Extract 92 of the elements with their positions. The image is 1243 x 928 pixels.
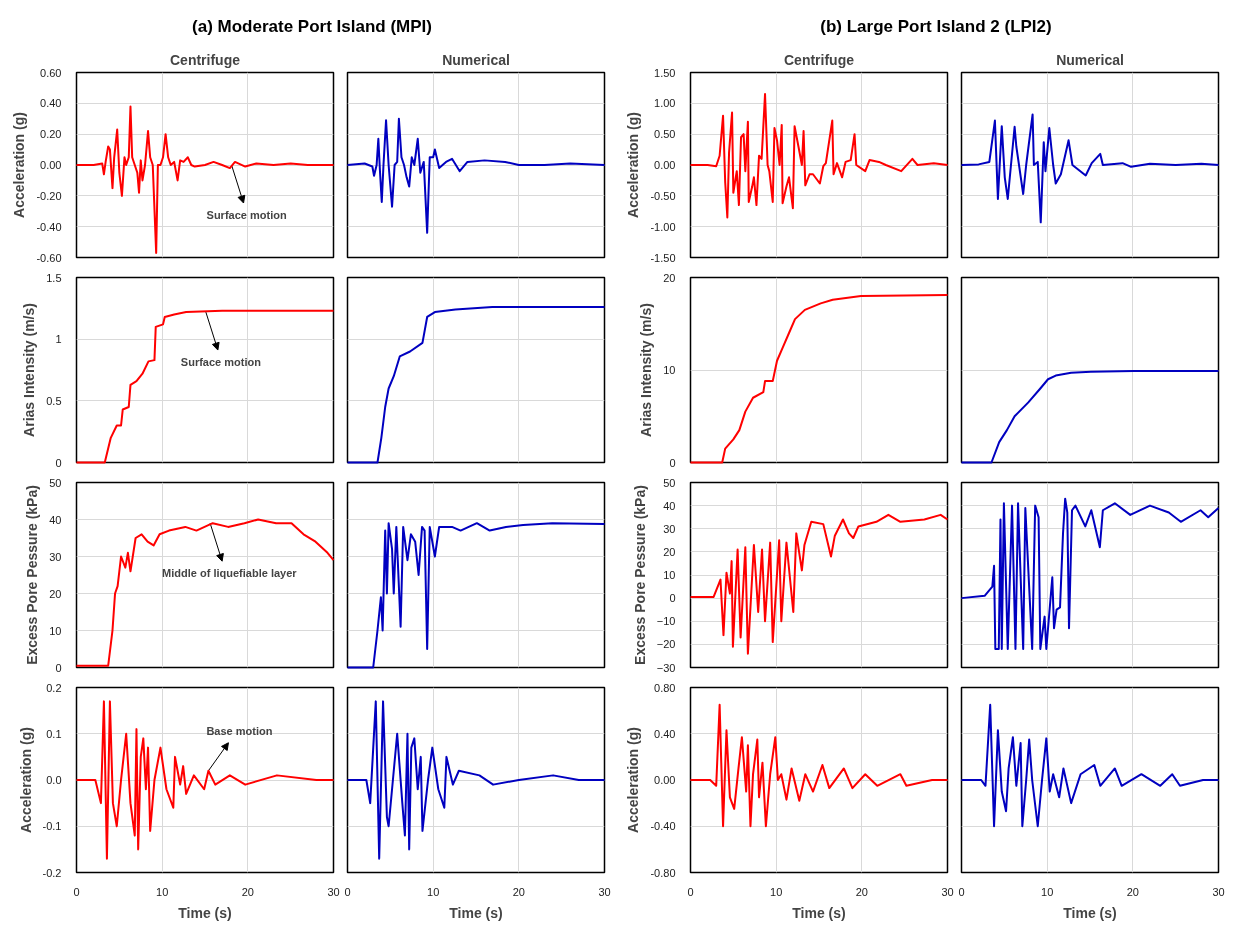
y-tick-label: 0.60 (40, 66, 62, 79)
y-tick-label: 0.20 (40, 128, 62, 141)
y-tick-label: 0 (669, 592, 676, 605)
y-tick-label: 20 (663, 271, 676, 284)
y-tick-label: 1.00 (654, 97, 676, 110)
y-axis-title: Arias Intensity (m/s) (638, 303, 655, 437)
x-tick-label: 10 (427, 885, 440, 898)
x-tick-label: 0 (687, 885, 694, 898)
text: (b) Large Port Island 2 (LPI2) (820, 16, 1052, 38)
x-tick-label: 20 (855, 885, 868, 898)
line-series (689, 513, 949, 655)
x-axis-title: Time (s) (178, 904, 232, 921)
y-tick-label: −20 (656, 638, 676, 651)
y-tick-label: 50 (49, 476, 62, 489)
y-axis-title: Arias Intensity (m/s) (21, 303, 38, 437)
x-tick-label: 30 (1212, 885, 1225, 898)
y-axis-title: Excess Pore Pessure (kPa) (24, 485, 41, 665)
y-tick-label: 30 (663, 522, 676, 535)
y-tick-label: 1 (55, 333, 62, 346)
y-tick-label: 10 (663, 364, 676, 376)
y-tick-label: 0.80 (654, 681, 676, 694)
y-tick-label: 0.40 (40, 97, 62, 110)
y-tick-label: 0 (55, 661, 62, 674)
line-series (75, 105, 335, 254)
chart-title: Centrifuge (784, 51, 855, 68)
x-tick-label: 0 (73, 885, 80, 898)
y-tick-label: 40 (49, 513, 62, 526)
x-axis-title: Time (s) (449, 904, 503, 921)
y-tick-label: −30 (656, 661, 676, 674)
y-axis-title: Acceleration (g) (17, 727, 34, 833)
y-tick-label: 1.5 (46, 271, 62, 284)
x-tick-label: 10 (156, 885, 169, 898)
x-tick-label: 20 (512, 885, 525, 898)
annotation: Surface motion (180, 356, 262, 369)
line-series (75, 309, 335, 464)
y-tick-label: -0.20 (36, 189, 62, 202)
x-tick-label: 30 (941, 885, 954, 898)
y-tick-label: -0.60 (36, 251, 62, 264)
x-tick-label: 30 (598, 885, 611, 898)
y-tick-label: -0.40 (36, 220, 62, 233)
y-tick-label: 50 (663, 476, 676, 489)
x-tick-label: 20 (1126, 885, 1139, 898)
x-axis-title: Time (s) (1063, 904, 1117, 921)
y-tick-label: -0.50 (650, 189, 676, 202)
y-tick-label: 1.50 (654, 66, 676, 79)
x-tick-label: 10 (1041, 885, 1054, 898)
x-tick-label: 10 (770, 885, 783, 898)
y-tick-label: 10 (49, 624, 62, 637)
x-tick-label: 30 (327, 885, 340, 898)
y-tick-label: 10 (663, 569, 676, 581)
y-tick-label: 0.40 (654, 727, 676, 740)
y-axis-title: Acceleration (g) (625, 112, 642, 218)
y-tick-label: 0.1 (46, 727, 62, 740)
y-tick-label: -0.1 (42, 820, 62, 833)
y-tick-label: 0 (55, 456, 62, 469)
y-tick-label: -1.00 (650, 220, 676, 233)
line-series (689, 703, 949, 828)
y-tick-label: 0.00 (654, 159, 676, 171)
y-tick-label: 20 (663, 545, 676, 558)
y-tick-label: -1.50 (650, 251, 676, 264)
y-tick-label: 0.2 (46, 681, 62, 694)
y-tick-label: 0.00 (40, 159, 62, 171)
y-tick-label: 0 (669, 456, 676, 469)
chart-title: Numerical (1056, 51, 1124, 68)
y-tick-label: −10 (656, 615, 676, 628)
y-axis-title: Excess Pore Pessure (kPa) (631, 485, 648, 665)
y-tick-label: 0.00 (654, 774, 676, 786)
annotation: Surface motion (206, 209, 287, 221)
text: (a) Moderate Port Island (MPI) (192, 16, 432, 38)
x-tick-label: 20 (241, 885, 254, 898)
annotation: Base motion (206, 724, 273, 737)
y-axis-title: Acceleration (g) (625, 727, 642, 833)
y-axis-title: Acceleration (g) (11, 112, 28, 218)
y-tick-label: -0.40 (650, 820, 676, 833)
chart-title: Numerical (442, 51, 510, 68)
y-tick-label: -0.2 (42, 866, 62, 879)
annotation: Middle of liquefiable layer (162, 567, 298, 580)
y-tick-label: 0.5 (46, 394, 62, 407)
line-series (689, 93, 949, 219)
y-tick-label: 20 (49, 587, 62, 600)
y-tick-label: 40 (663, 499, 676, 512)
y-tick-label: -0.80 (650, 866, 676, 879)
line-series (75, 700, 335, 860)
chart-title: Centrifuge (170, 51, 241, 68)
x-axis-title: Time (s) (792, 904, 846, 921)
line-series (75, 518, 335, 667)
y-tick-label: 30 (49, 550, 62, 563)
y-tick-label: 0.0 (46, 774, 62, 786)
x-tick-label: 0 (344, 885, 351, 898)
x-tick-label: 0 (958, 885, 965, 898)
line-series (689, 294, 949, 464)
y-tick-label: 0.50 (654, 128, 676, 141)
